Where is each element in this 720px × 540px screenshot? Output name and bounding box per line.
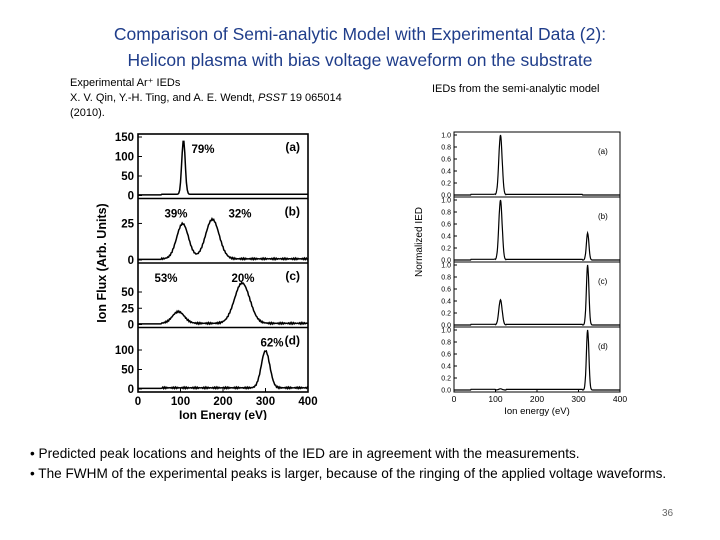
exp-ied-curve: [138, 281, 309, 326]
model-ied-curve: [454, 264, 620, 326]
model-ied-curve: [454, 134, 620, 196]
exp-y-tick-label: 100: [115, 345, 134, 357]
model-y-tick-label: 0.6: [441, 352, 451, 359]
model-x-tick-label: 0: [452, 394, 457, 404]
model-y-tick-label: 0.2: [441, 311, 451, 318]
exp-panel-label: (a): [285, 140, 300, 154]
model-y-tick-label: 0.2: [441, 246, 451, 253]
exp-x-tick-label: 0: [135, 396, 141, 408]
exp-panel-label: (c): [285, 269, 300, 283]
model-y-tick-label: 0.0: [441, 193, 451, 200]
model-y-tick-label: 0.0: [441, 323, 451, 330]
exp-y-tick-label: 0: [128, 191, 134, 203]
exp-percent-label: 79%: [191, 144, 214, 156]
exp-x-tick-label: 100: [171, 396, 190, 408]
exp-percent-label: 62%: [260, 338, 283, 350]
exp-percent-label: 20%: [231, 273, 254, 285]
exp-panel-label: (b): [285, 205, 300, 219]
model-ied-chart: 0.0 0.2 0.4 0.6 0.8 1.0 (a) 0.0 0.2 0.4 0.6 0.8 1.0 (…: [414, 131, 627, 417]
exp-percent-label: 39%: [164, 209, 187, 221]
exp-y-tick-label: 25: [121, 218, 134, 230]
model-caption: IEDs from the semi-analytic model: [432, 83, 600, 95]
model-y-tick-label: 1.0: [441, 133, 451, 140]
experimental-ied-chart: 0 50 100 150 (a) 79% 0 25 (b) 39% 32% 0 25 50 (c) 20% 53…: [95, 132, 318, 420]
model-y-tick-label: 0.0: [441, 258, 451, 265]
model-ied-curve: [454, 199, 620, 261]
model-y-tick-label: 0.8: [441, 275, 451, 282]
model-x-tick-label: 400: [613, 394, 627, 404]
model-x-tick-label: 300: [571, 394, 585, 404]
exp-y-tick-label: 100: [115, 152, 134, 164]
model-panel-label: (c): [598, 277, 608, 286]
model-y-tick-label: 1.0: [441, 198, 451, 205]
model-y-axis-label: Normalized IED: [414, 207, 425, 277]
exp-percent-label: 53%: [154, 273, 177, 285]
experimental-caption-year: (2010).: [70, 107, 105, 119]
exp-y-axis-label: Ion Flux (Arb. Units): [95, 203, 109, 322]
model-y-tick-label: 0.4: [441, 299, 451, 306]
exp-ied-curve: [138, 217, 309, 261]
exp-percent-label: 32%: [228, 209, 251, 221]
model-x-tick-label: 100: [488, 394, 502, 404]
model-y-tick-label: 0.6: [441, 157, 451, 164]
reference-volume: 19 065014: [286, 92, 342, 104]
exp-y-tick-label: 0: [128, 384, 134, 396]
bullet-1: • Predicted peak locations and heights o…: [30, 446, 580, 461]
exp-x-tick-label: 200: [213, 396, 232, 408]
exp-x-tick-label: 300: [256, 396, 275, 408]
slide-title-line-1: Comparison of Semi-analytic Model with E…: [113, 24, 607, 44]
model-y-tick-label: 0.8: [441, 145, 451, 152]
reference-authors: X. V. Qin, Y.-H. Ting, and A. E. Wendt,: [70, 92, 258, 104]
exp-y-tick-label: 25: [121, 303, 134, 315]
experimental-caption-heading: Experimental Ar⁺ IEDs: [70, 77, 181, 89]
model-y-tick-label: 0.4: [441, 169, 451, 176]
model-ied-curve: [454, 329, 620, 391]
model-y-tick-label: 0.0: [441, 388, 451, 395]
reference-journal: PSST: [257, 92, 287, 104]
model-panel-label: (d): [598, 342, 608, 351]
model-y-tick-label: 1.0: [441, 328, 451, 335]
exp-y-tick-label: 150: [115, 132, 134, 144]
model-y-tick-label: 0.6: [441, 222, 451, 229]
exp-panel-label: (d): [285, 334, 300, 348]
model-y-tick-label: 0.4: [441, 364, 451, 371]
exp-y-tick-label: 50: [121, 287, 134, 299]
model-y-tick-label: 1.0: [441, 263, 451, 270]
exp-y-tick-label: 0: [128, 320, 134, 332]
exp-x-axis-label: Ion Energy (eV): [179, 408, 267, 420]
exp-y-tick-label: 50: [121, 171, 134, 183]
exp-ied-curve: [138, 349, 309, 390]
model-x-axis-label: Ion energy (eV): [504, 406, 569, 417]
experimental-caption-reference: X. V. Qin, Y.-H. Ting, and A. E. Wendt, …: [70, 91, 400, 106]
exp-y-tick-label: 0: [128, 255, 134, 267]
bullet-2: • The FWHM of the experimental peaks is …: [30, 466, 667, 481]
model-panel-label: (a): [598, 147, 608, 156]
conclusion-bullets: • Predicted peak locations and heights o…: [30, 444, 720, 484]
model-y-tick-label: 0.2: [441, 181, 451, 188]
model-panel-label: (b): [598, 212, 608, 221]
model-y-tick-label: 0.4: [441, 234, 451, 241]
exp-x-tick-label: 400: [298, 396, 317, 408]
model-y-tick-label: 0.8: [441, 340, 451, 347]
model-y-tick-label: 0.8: [441, 210, 451, 217]
page-number: 36: [662, 508, 674, 519]
experimental-caption: Experimental Ar⁺ IEDs X. V. Qin, Y.-H. T…: [70, 76, 400, 121]
slide-title-line-2: Helicon plasma with bias voltage wavefor…: [127, 50, 593, 70]
model-x-tick-label: 200: [530, 394, 544, 404]
model-y-tick-label: 0.2: [441, 376, 451, 383]
model-y-tick-label: 0.6: [441, 287, 451, 294]
exp-y-tick-label: 50: [121, 365, 134, 377]
exp-ied-curve: [138, 140, 308, 196]
